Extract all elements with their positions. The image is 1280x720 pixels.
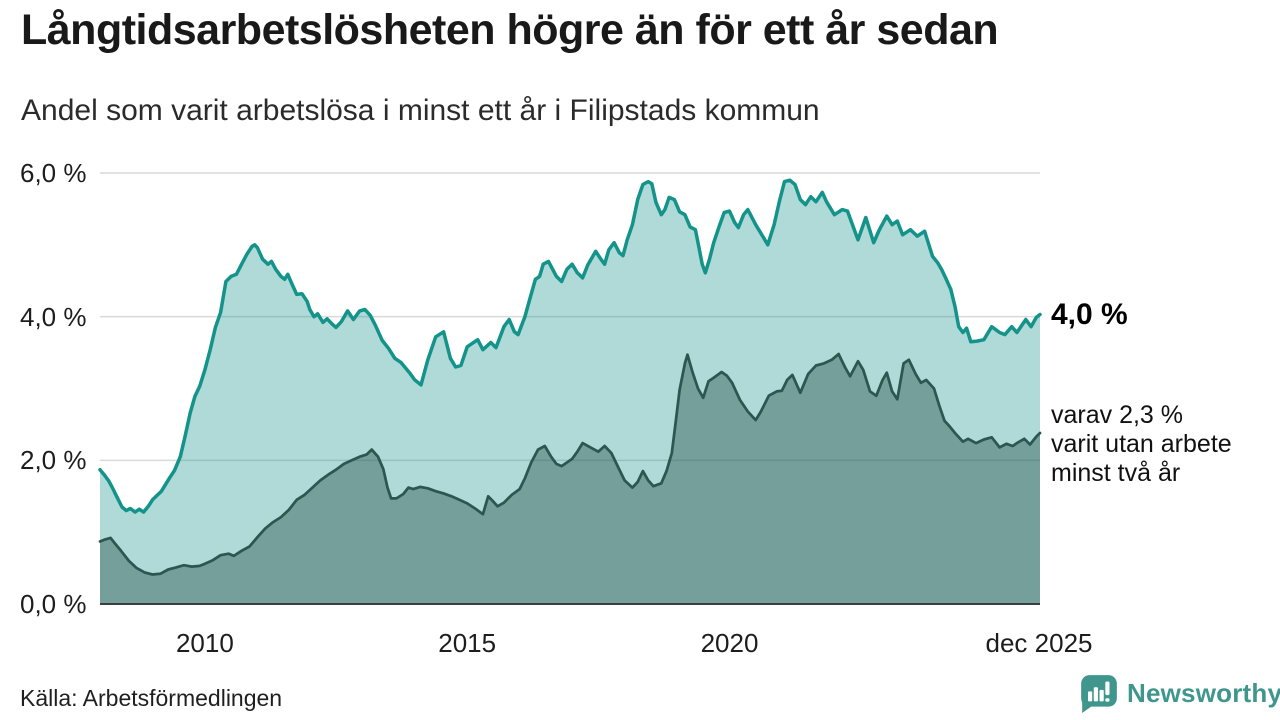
y-axis-label: 4,0 % (20, 301, 87, 332)
y-axis-label: 2,0 % (20, 445, 87, 476)
y-axis-label: 0,0 % (20, 589, 87, 619)
source-note: Källa: Arbetsförmedlingen (20, 685, 283, 711)
newsworthy-logo-icon (1081, 675, 1117, 713)
page-title: Långtidsarbetslösheten högre än för ett … (21, 6, 999, 54)
secondary-value-label: varav 2,3 % varit utan arbete minst två … (1051, 401, 1232, 488)
x-axis-label: 2010 (175, 628, 234, 658)
x-axis-label: dec 2025 (985, 628, 1093, 658)
brand-logo: Newsworthy (1078, 672, 1280, 714)
y-axis-label: 6,0 % (20, 158, 87, 188)
x-axis-label: 2020 (700, 628, 759, 658)
secondary-value-line: minst två år (1051, 459, 1181, 487)
secondary-value-line: varit utan arbete (1051, 430, 1232, 458)
latest-value-label: 4,0 % (1051, 298, 1128, 331)
chart-subtitle: Andel som varit arbetslösa i minst ett å… (21, 94, 820, 127)
brand-name: Newsworthy (1127, 677, 1280, 708)
x-axis-label: 2015 (438, 628, 497, 658)
secondary-value-line: varav 2,3 % (1051, 401, 1184, 429)
